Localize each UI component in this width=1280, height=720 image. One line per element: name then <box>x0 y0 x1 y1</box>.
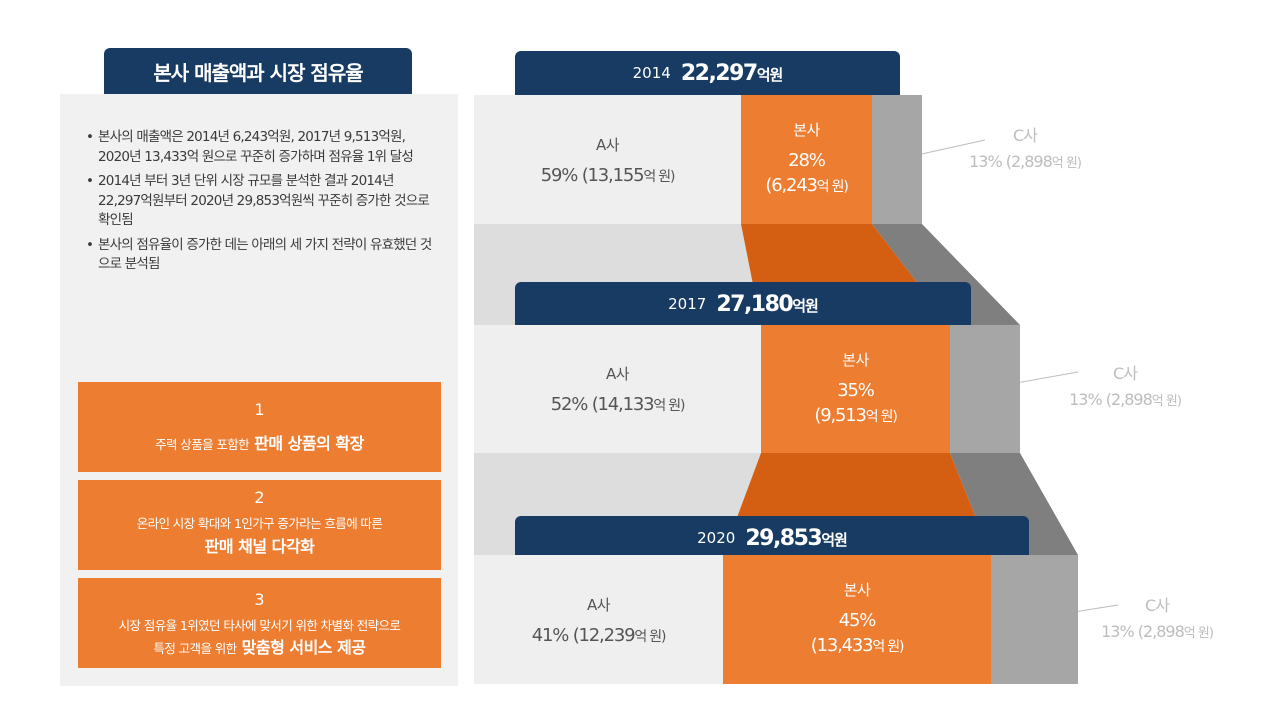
share-amount: (13,155 <box>581 164 645 186</box>
segment-a-2020: A사 41% (12,239억 원) <box>474 555 723 684</box>
company-name: 본사 <box>842 350 869 369</box>
company-name: 본사 <box>793 121 820 139</box>
strategy-card-2: 2 온라인 시장 확대와 1인가구 증가라는 흐름에 따른 판매 채널 다각화 <box>78 480 441 570</box>
share-amount: (13,433 <box>810 635 874 656</box>
strategy-number: 1 <box>254 400 265 419</box>
strategy-card-3: 3 시장 점유율 1위였던 타사에 맞서기 위한 차별화 전략으로 특정 고객을… <box>78 578 441 668</box>
share-unit: 억 원) <box>816 179 849 195</box>
bullet-item: 본사의 매출액은 2014년 6,243억원, 2017년 9,513억원, 2… <box>86 128 436 167</box>
c-label-2014: C사 13% (2,898억 원) <box>955 122 1095 171</box>
share-unit: 억 원) <box>634 628 666 645</box>
share-unit: 억 원) <box>1051 156 1082 171</box>
share-unit: 억 원) <box>1183 626 1214 641</box>
strategy-highlight: 맞춤형 서비스 제공 <box>241 638 366 657</box>
strategy-text: 특정 고객을 위한 <box>153 641 237 656</box>
company-name: C사 <box>1145 596 1170 615</box>
market-total: 22,297 <box>680 60 758 86</box>
strategy-card-1: 1 주력 상품을 포함한 판매 상품의 확장 <box>78 382 441 472</box>
share-unit: 억 원) <box>643 168 675 185</box>
segment-b-2014: 본사 28% (6,243억 원) <box>741 95 872 224</box>
summary-title: 본사 매출액과 시장 점유율 <box>104 48 412 94</box>
year-header-2014: 2014 22,297억원 <box>515 51 900 95</box>
market-unit: 억원 <box>756 65 784 84</box>
bullet-item: 2014년 부터 3년 단위 시장 규모를 분석한 결과 2014년 22,29… <box>86 172 436 231</box>
share-unit: 억 원) <box>872 639 904 655</box>
year-header-2020: 2020 29,853억원 <box>515 516 1029 560</box>
share-pct: 41% <box>531 624 570 646</box>
share-unit: 억 원) <box>865 408 898 425</box>
year-label: 2020 <box>697 529 736 547</box>
segment-c-2020 <box>991 555 1078 684</box>
market-total: 27,180 <box>716 291 793 317</box>
segment-a-2017: A사 52% (14,133억 원) <box>474 325 761 453</box>
share-amount: (12,239 <box>572 624 636 646</box>
strategy-text: 주력 상품을 포함한 <box>155 437 250 452</box>
c-label-2020: C사 13% (2,898억 원) <box>1087 592 1227 641</box>
share-amount: (14,133 <box>591 394 655 415</box>
share-unit: 억 원) <box>653 398 685 414</box>
bullet-item: 본사의 점유율이 증가한 데는 아래의 세 가지 전략이 유효했던 것으로 분석… <box>86 236 436 275</box>
company-name: A사 <box>595 135 620 154</box>
strategy-number: 2 <box>254 488 265 507</box>
year-header-2017: 2017 27,180억원 <box>515 282 971 326</box>
share-pct: 28% <box>788 150 826 171</box>
strategy-highlight: 판매 채널 다각화 <box>204 537 315 556</box>
share-pct: 52% <box>550 394 589 415</box>
summary-bullets: 본사의 매출액은 2014년 6,243억원, 2017년 9,513억원, 2… <box>86 128 436 280</box>
share-pct: 59% <box>540 164 579 186</box>
segment-c-2017 <box>950 325 1020 453</box>
market-unit: 억원 <box>792 296 819 315</box>
share-value: 13% (2,898 <box>1101 622 1185 641</box>
segment-b-2020: 본사 45% (13,433억 원) <box>723 555 991 684</box>
strategy-text: 온라인 시장 확대와 1인가구 증가라는 흐름에 따른 <box>136 516 383 531</box>
strategy-number: 3 <box>254 590 265 609</box>
share-amount: (9,513 <box>814 404 867 426</box>
segment-a-2014: A사 59% (13,155억 원) <box>474 95 741 224</box>
market-unit: 억원 <box>821 530 848 549</box>
connector-c-2014-2017 <box>872 224 1020 325</box>
share-pct: 35% <box>837 379 875 401</box>
share-value: 13% (2,898 <box>1069 390 1153 409</box>
c-label-2017: C사 13% (2,898억 원) <box>1050 360 1200 409</box>
year-label: 2017 <box>668 295 707 313</box>
strategy-text: 시장 점유율 1위였던 타사에 맞서기 위한 차별화 전략으로 <box>118 618 401 633</box>
company-name: C사 <box>1013 126 1038 145</box>
strategy-highlight: 판매 상품의 확장 <box>254 434 364 453</box>
share-unit: 억 원) <box>1151 394 1182 409</box>
company-name: A사 <box>605 365 630 383</box>
segment-c-2014 <box>872 95 922 224</box>
segment-b-2017: 본사 35% (9,513억 원) <box>761 325 950 453</box>
company-name: 본사 <box>843 581 871 599</box>
share-amount: (6,243 <box>765 175 818 196</box>
market-total: 29,853 <box>745 525 822 551</box>
share-value: 13% (2,898 <box>969 152 1053 171</box>
year-label: 2014 <box>632 64 671 82</box>
company-name: A사 <box>586 595 611 614</box>
share-pct: 45% <box>838 610 877 631</box>
company-name: C사 <box>1113 364 1138 383</box>
